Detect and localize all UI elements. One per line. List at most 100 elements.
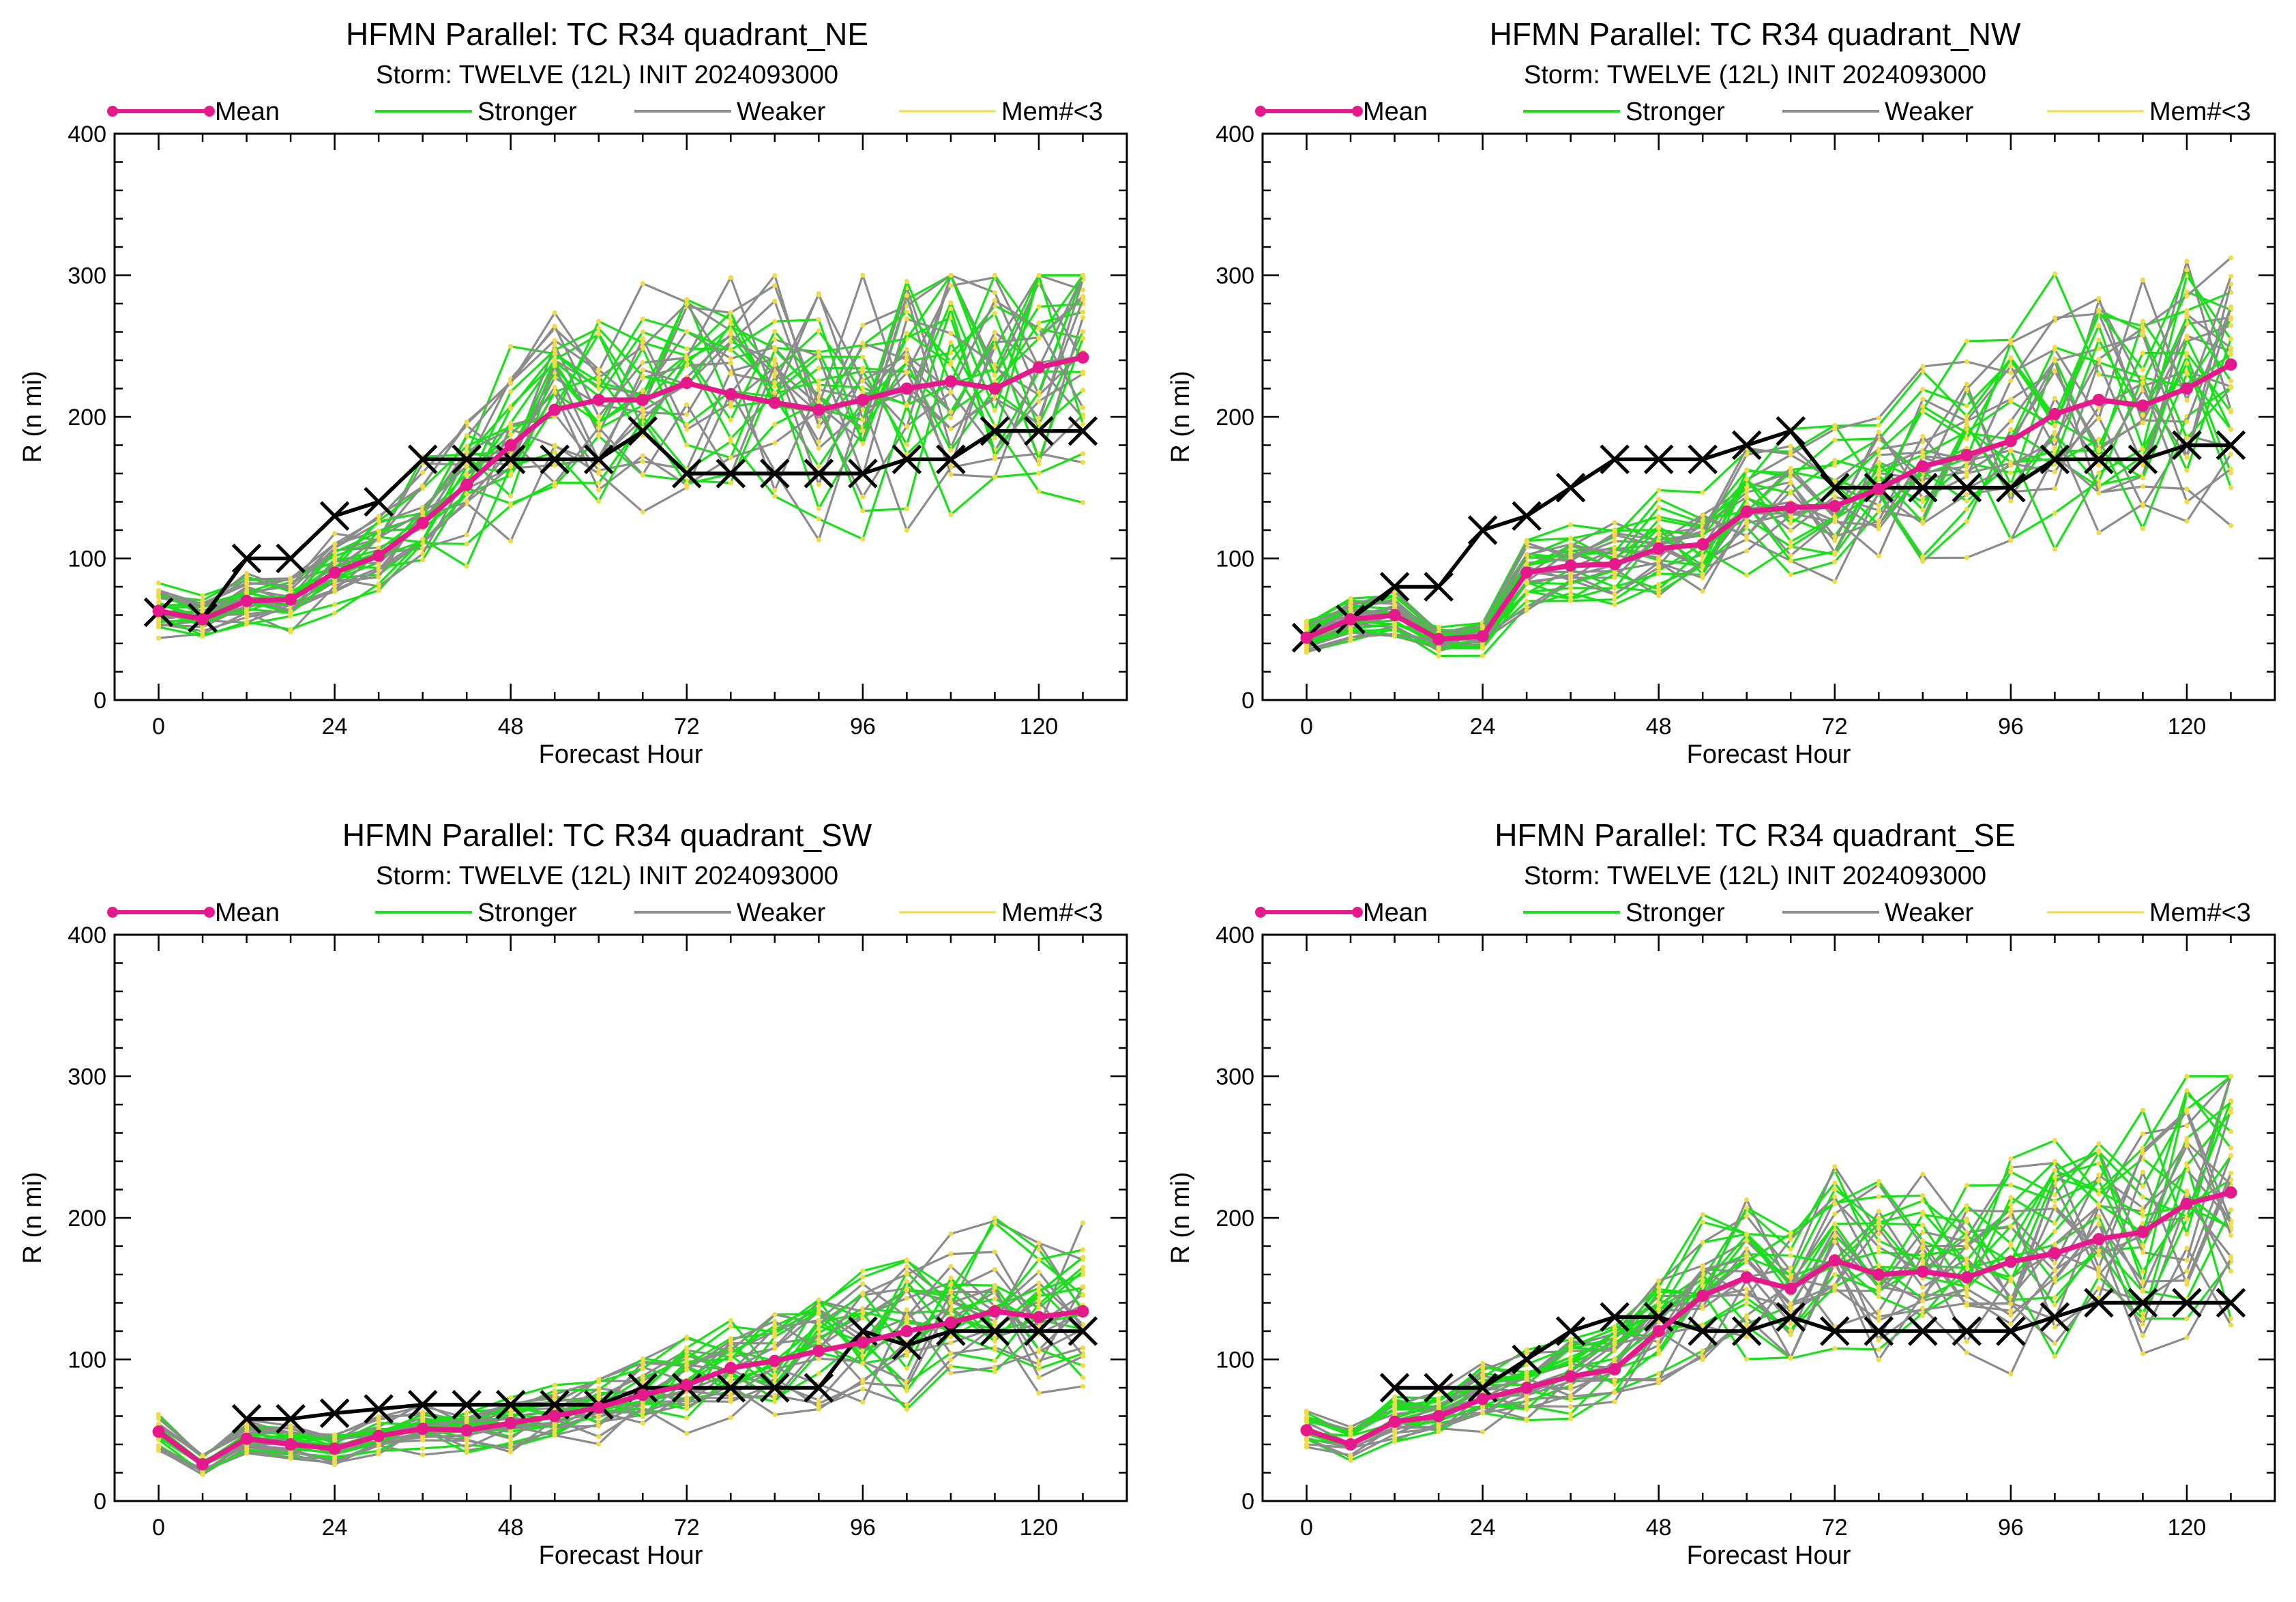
member-point: [816, 317, 821, 323]
member-point: [1036, 470, 1042, 476]
member-point: [2052, 1354, 2057, 1359]
member-point: [1080, 272, 1086, 278]
mean-point: [2136, 399, 2149, 412]
member-point: [1832, 559, 1838, 565]
mean-point: [1076, 1305, 1089, 1317]
member-point: [948, 1363, 954, 1369]
member-point: [2008, 378, 2014, 383]
legend-weaker: Weaker: [1885, 98, 1974, 126]
member-point: [1568, 590, 1574, 596]
member-point: [948, 409, 954, 415]
member-point: [860, 323, 866, 328]
member-point: [1480, 1360, 1486, 1366]
member-point: [2008, 418, 2014, 424]
member-point: [1964, 422, 1969, 428]
member-point: [1436, 1428, 1441, 1433]
member-point: [1832, 538, 1838, 544]
member-point: [1080, 287, 1086, 293]
member-point: [948, 350, 954, 355]
mean-point: [724, 388, 737, 400]
member-point: [2140, 381, 2145, 386]
member-point: [596, 1423, 602, 1429]
member-point: [1392, 1412, 1398, 1417]
member-point: [1744, 1232, 1750, 1238]
panel-title: HFMN Parallel: TC R34 quadrant_SE: [1495, 817, 2016, 853]
member-point: [1080, 293, 1086, 299]
member-point: [1832, 514, 1838, 520]
member-point: [2052, 1167, 2057, 1173]
member-point: [2008, 340, 2014, 345]
y-axis-label: R (n mi): [1166, 370, 1195, 463]
member-point: [420, 1452, 426, 1457]
member-point: [1788, 1328, 1793, 1333]
member-point: [816, 1326, 821, 1332]
member-point: [1876, 1244, 1881, 1250]
member-point: [640, 1366, 645, 1371]
panel-quadrant-nw: HFMN Parallel: TC R34 quadrant_NW Storm:…: [1166, 16, 2276, 769]
member-point: [1788, 480, 1793, 486]
member-point: [464, 433, 469, 438]
mean-point: [2181, 382, 2193, 395]
member-point: [508, 1440, 514, 1446]
member-point: [552, 450, 557, 455]
member-point: [772, 1372, 778, 1378]
best-track-marker: [319, 501, 350, 531]
mean-point: [2092, 1233, 2105, 1246]
member-point: [684, 363, 690, 368]
mean-point: [988, 1305, 1001, 1317]
member-point: [860, 441, 866, 446]
member-point: [1656, 505, 1662, 510]
member-point: [1036, 1390, 1042, 1396]
member-point: [2096, 530, 2102, 536]
member-point: [1964, 1294, 1969, 1299]
member-point: [816, 1297, 821, 1302]
legend-members: Mem#<3: [2149, 899, 2251, 927]
member-point: [1744, 1238, 1750, 1244]
member-point: [464, 449, 469, 454]
member-point: [2228, 1207, 2234, 1212]
member-point: [2184, 1281, 2190, 1287]
mean-point: [2092, 394, 2105, 407]
member-point: [2052, 445, 2057, 450]
member-point: [2052, 1228, 2057, 1234]
member-point: [816, 1331, 821, 1337]
legend-stronger: Stronger: [477, 98, 577, 126]
member-point: [684, 301, 690, 306]
member-point: [1788, 1305, 1793, 1311]
member-point: [1876, 1194, 1881, 1199]
mean-point: [1872, 1268, 1885, 1281]
member-point: [2184, 1123, 2190, 1128]
member-point: [1876, 1337, 1881, 1343]
member-point: [1920, 554, 1926, 559]
legend-stronger: Stronger: [477, 899, 577, 927]
member-point: [1656, 1348, 1662, 1353]
panel-title: HFMN Parallel: TC R34 quadrant_NW: [1490, 16, 2021, 52]
member-point: [1348, 1453, 1353, 1458]
member-point: [596, 1386, 602, 1391]
member-point: [1436, 1424, 1441, 1429]
member-point: [860, 378, 866, 384]
member-point: [2140, 420, 2145, 426]
best-track-marker: [1424, 572, 1454, 602]
best-track-marker: [804, 458, 834, 489]
member-point: [2140, 476, 2145, 481]
member-point: [2184, 1135, 2190, 1141]
member-point: [1080, 297, 1086, 302]
member-point: [772, 298, 778, 304]
legend-mean: Mean: [1363, 98, 1428, 126]
member-point: [2184, 1217, 2190, 1222]
member-point: [1080, 1354, 1086, 1359]
member-point: [2096, 1172, 2102, 1178]
member-point: [464, 464, 469, 469]
best-track-marker: [1068, 416, 1098, 446]
member-point: [904, 347, 909, 352]
member-point: [1964, 492, 1969, 497]
member-point: [596, 480, 602, 486]
member-point: [640, 1421, 645, 1426]
legend-stronger: Stronger: [1625, 98, 1725, 126]
member-point: [904, 1384, 909, 1389]
member-point: [2228, 1110, 2234, 1116]
member-point: [2184, 336, 2190, 341]
member-point: [904, 330, 909, 336]
member-point: [2228, 323, 2234, 328]
